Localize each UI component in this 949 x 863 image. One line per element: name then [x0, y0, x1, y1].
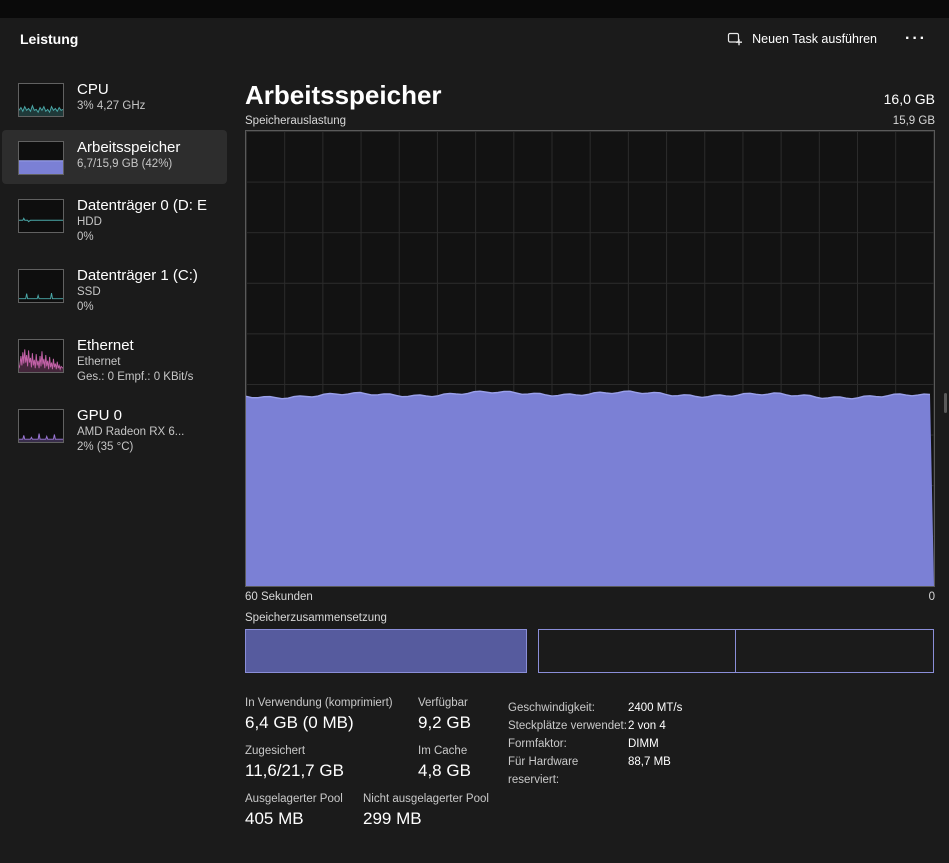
sidebar-item-subtitle: 6,7/15,9 GB (42%): [77, 158, 173, 170]
memory-usage-line-path: [246, 390, 931, 400]
sidebar-item-subtitle: SSD: [77, 286, 101, 298]
header-actions: Neuen Task ausführen ···: [719, 25, 937, 53]
graph-max-value: 15,9 GB: [892, 115, 935, 127]
sidebar-item-title: Datenträger 0 (D: E: [77, 197, 208, 214]
detail-hardware-reserved: Für Hardware reserviert: 88,7 MB: [508, 756, 671, 786]
memory-composition-bar: [245, 629, 935, 673]
details-row: Ausgelagerter Pool 405 MB Nicht ausgelag…: [245, 793, 508, 829]
run-new-task-label: Neuen Task ausführen: [752, 32, 878, 46]
memory-header: Arbeitsspeicher 16,0 GB: [245, 78, 935, 112]
x-axis-right-label: 0: [928, 591, 935, 603]
detail-speed: Geschwindigkeit: 2400 MT/s: [508, 702, 683, 714]
content-area: CPU 3% 4,27 GHz Arbeitsspeicher 6,7/15,9…: [0, 60, 949, 863]
memory-details-grid: In Verwendung (komprimiert) 6,4 GB (0 MB…: [245, 697, 508, 841]
detail-cached: Im Cache 4,8 GB: [418, 745, 471, 780]
gpu-thumbnail-graph: [18, 409, 64, 443]
sidebar-item-title: Arbeitsspeicher: [77, 139, 181, 156]
memory-total-capacity: 16,0 GB: [883, 91, 935, 107]
graph-top-labels: Speicherauslastung 15,9 GB: [245, 115, 935, 127]
sidebar-item-memory[interactable]: Arbeitsspeicher 6,7/15,9 GB (42%): [2, 130, 227, 184]
page-title: Leistung: [20, 31, 79, 47]
sidebar-item-subtitle2: Ges.: 0 Empf.: 0 KBit/s: [77, 371, 194, 383]
detail-non-paged-pool: Nicht ausgelagerter Pool 299 MB: [363, 793, 489, 828]
memory-composition-segment-modified[interactable]: [527, 629, 538, 673]
sidebar-item-title: GPU 0: [77, 407, 123, 424]
sidebar-item-disk0[interactable]: Datenträger 0 (D: E HDD 0%: [2, 188, 227, 254]
disk1-thumbnail-graph: [18, 269, 64, 303]
sidebar-item-subtitle: AMD Radeon RX 6...: [77, 426, 185, 438]
memory-composition-segment-in-use[interactable]: [245, 629, 528, 673]
ethernet-thumbnail-graph: [18, 339, 64, 373]
window-top-strip: [0, 0, 949, 18]
detail-committed: Zugesichert 11,6/21,7 GB: [245, 745, 344, 780]
memory-detail-panel: Arbeitsspeicher 16,0 GB Speicherauslastu…: [233, 60, 949, 863]
detail-in-use: In Verwendung (komprimiert) 6,4 GB (0 MB…: [245, 697, 393, 732]
details-row: Zugesichert 11,6/21,7 GB Im Cache 4,8 GB: [245, 745, 508, 781]
graph-x-axis-labels: 60 Sekunden 0: [245, 591, 935, 603]
sidebar-item-subtitle: HDD: [77, 216, 102, 228]
memory-title: Arbeitsspeicher: [245, 80, 442, 110]
disk0-thumbnail-graph: [18, 199, 64, 233]
hardware-details: Geschwindigkeit: 2400 MT/s Steckplätze v…: [508, 697, 682, 841]
sidebar-item-gpu[interactable]: GPU 0 AMD Radeon RX 6... 2% (35 °C): [2, 398, 227, 464]
x-axis-left-label: 60 Sekunden: [245, 591, 313, 603]
memory-composition-label: Speicherzusammensetzung: [245, 612, 387, 624]
sidebar-item-subtitle: 3% 4,27 GHz: [77, 100, 146, 112]
cpu-thumbnail-graph: [18, 83, 64, 117]
memory-details: In Verwendung (komprimiert) 6,4 GB (0 MB…: [245, 697, 935, 841]
performance-sidebar: CPU 3% 4,27 GHz Arbeitsspeicher 6,7/15,9…: [0, 60, 233, 863]
details-row: In Verwendung (komprimiert) 6,4 GB (0 MB…: [245, 697, 508, 733]
graph-label: Speicherauslastung: [245, 115, 347, 127]
sidebar-item-cpu[interactable]: CPU 3% 4,27 GHz: [2, 72, 227, 126]
sidebar-item-subtitle: Ethernet: [77, 356, 121, 368]
memory-usage-area-path: [246, 391, 934, 586]
detail-paged-pool: Ausgelagerter Pool 405 MB: [245, 793, 343, 828]
sidebar-item-title: Ethernet: [77, 337, 134, 354]
memory-composition-segment-standby[interactable]: [538, 629, 736, 673]
memory-usage-graph[interactable]: [245, 130, 935, 587]
detail-available: Verfügbar 9,2 GB: [418, 697, 471, 732]
header-bar: Leistung Neuen Task ausführen ···: [0, 18, 949, 60]
scrollbar-thumb[interactable]: [944, 393, 947, 413]
memory-composition-segment-free[interactable]: [734, 629, 934, 673]
memory-thumbnail-graph: [18, 141, 64, 175]
sidebar-item-subtitle2: 2% (35 °C): [77, 441, 134, 453]
detail-slots-used: Steckplätze verwendet: 2 von 4: [508, 720, 666, 732]
more-options-icon[interactable]: ···: [895, 26, 937, 52]
sidebar-item-subtitle2: 0%: [77, 231, 94, 243]
sidebar-item-ethernet[interactable]: Ethernet Ethernet Ges.: 0 Empf.: 0 KBit/…: [2, 328, 227, 394]
sidebar-item-disk1[interactable]: Datenträger 1 (C:) SSD 0%: [2, 258, 227, 324]
detail-form-factor: Formfaktor: DIMM: [508, 738, 659, 750]
sidebar-item-title: CPU: [77, 81, 109, 98]
sidebar-item-subtitle2: 0%: [77, 301, 94, 313]
run-new-task-button[interactable]: Neuen Task ausführen: [719, 25, 885, 53]
sidebar-item-title: Datenträger 1 (C:): [77, 267, 198, 284]
new-task-icon: [727, 31, 743, 47]
